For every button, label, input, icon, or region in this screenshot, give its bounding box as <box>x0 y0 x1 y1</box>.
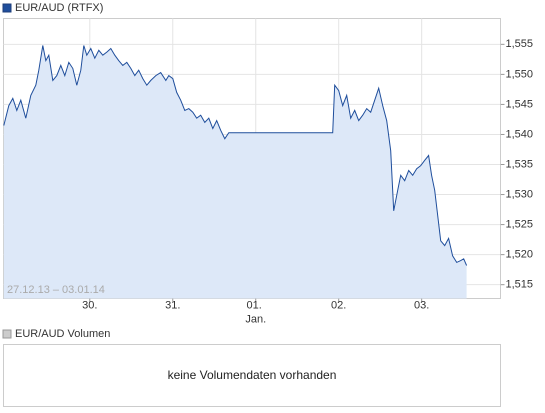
area <box>3 45 467 299</box>
volume-frame <box>3 344 501 407</box>
x-tick-label: 31. <box>165 299 180 311</box>
legend-label: EUR/AUD (RTFX) <box>15 2 103 14</box>
legend-swatch <box>2 3 12 13</box>
volume-swatch <box>2 329 12 339</box>
x-tick-label: 01. Jan. <box>245 299 266 325</box>
date-range: 27.12.13 – 03.01.14 <box>7 284 105 296</box>
y-tick-label: 1,540 <box>506 128 534 140</box>
x-tick-label: 30. <box>82 299 97 311</box>
y-tick-label: 1,525 <box>506 219 534 231</box>
y-tick-label: 1,515 <box>506 279 534 291</box>
y-tick-label: 1,555 <box>506 38 534 50</box>
volume-title: EUR/AUD Volumen <box>15 328 110 340</box>
y-tick-label: 1,535 <box>506 158 534 170</box>
y-tick-label: 1,530 <box>506 188 534 200</box>
x-tick-label: 03. <box>414 299 429 311</box>
volume-message: keine Volumendaten vorhanden <box>168 368 337 382</box>
y-tick-label: 1,545 <box>506 98 534 110</box>
x-tick-label: 02. <box>331 299 346 311</box>
plot <box>3 18 505 303</box>
y-tick-label: 1,520 <box>506 249 534 261</box>
line <box>3 45 468 266</box>
y-tick-label: 1,550 <box>506 68 534 80</box>
